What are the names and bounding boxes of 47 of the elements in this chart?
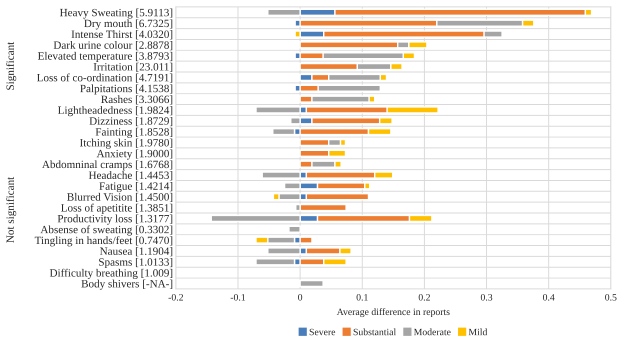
bar: [255, 258, 296, 266]
x-tick-label: 0.4: [542, 294, 555, 301]
y-tick-label: Palpitations [4.1538]: [80, 84, 172, 94]
y-tick-label: Heavy Sweating [5.9113]: [60, 8, 172, 19]
y-tick-label: Intense Thirst [4.0320]: [72, 30, 172, 40]
text: Significant: [6, 42, 16, 90]
text: Not significant: [6, 176, 16, 243]
legend-label: Mild: [468, 328, 488, 336]
y-tick-label: Elevated temperature [3.8793]: [38, 52, 172, 62]
y-tick-label: Difficulty breathing [1.009]: [50, 268, 172, 279]
x-tick-label: 0.3: [480, 294, 492, 301]
y-tick-label: Productivity loss [1.3177]: [58, 214, 172, 225]
y-tick-label: Itching skin [1.9780]: [80, 138, 172, 149]
x-tick-label: 0: [298, 294, 302, 301]
legend-label: Substantial: [354, 328, 396, 336]
x-tick-label: 0.2: [418, 294, 430, 301]
y-tick-label: Body shivers [-NA-]: [81, 280, 172, 290]
y-tick-label: Loss of co-ordination [4.7191]: [36, 73, 172, 83]
y-tick-label: Abdomninal cramps [1.6768]: [42, 160, 172, 170]
legend-label: Moderate: [414, 328, 451, 336]
x-axis-title: Average difference in reports: [336, 308, 450, 318]
y-tick-label: Irritation [23.011]: [94, 62, 172, 72]
x-tick-label: -0.1: [230, 294, 246, 301]
x-tick-label: 0.1: [356, 294, 368, 301]
x-tick-label: -0.2: [168, 294, 184, 301]
y-tick-label: Headache [1.4453]: [88, 171, 172, 180]
y-tick-label: Rashes [3.3066]: [101, 95, 172, 104]
y-tick-label: Spasms [1.0133]: [99, 258, 172, 268]
bar: [299, 236, 313, 244]
x-tick-label: 0.5: [605, 294, 617, 301]
y-tick-label: Dizziness [1.8729]: [89, 116, 172, 126]
bar: [288, 226, 301, 233]
y-tick-label: Nausea [1.1904]: [100, 247, 172, 256]
y-tick-label: Dark urine colour [2.8878]: [54, 41, 172, 50]
y-tick-label: Fatigue [1.4214]: [99, 182, 172, 192]
y-tick-label: Blurred Vision [1.4500]: [67, 192, 172, 202]
y-tick-label: Absense of sweating [0.3302]: [40, 225, 172, 236]
y-tick-label: Fainting [1.8528]: [96, 128, 172, 138]
y-tick-label: Lightheadedness [1.9824]: [58, 106, 172, 116]
y-tick-label: Dry mouth [6.7325]: [84, 19, 172, 30]
y-tick-label: Loss of apetitite [1.3851]: [61, 204, 172, 214]
bar: [272, 128, 296, 136]
legend-label: Severe: [310, 328, 336, 336]
y-tick-label: Anxiety [1.9000]: [96, 149, 172, 160]
bar: [299, 204, 347, 212]
y-tick-label: Tingling in hands/feet [0.7470]: [34, 236, 172, 246]
bar: [299, 280, 324, 288]
